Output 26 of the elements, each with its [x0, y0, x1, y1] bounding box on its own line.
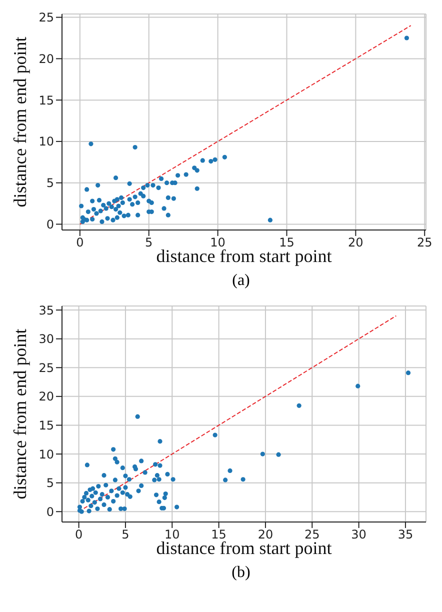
text: (a)	[231, 272, 251, 290]
y-tick-label: 25	[38, 360, 54, 375]
y-axis-title: distance from end point	[10, 36, 30, 208]
y-tick-label: 30	[38, 332, 54, 346]
y-tick-label: 10	[38, 134, 54, 149]
y-tick-label: 5	[46, 176, 54, 190]
y-tick-label: 15	[38, 93, 54, 108]
y-axis-title: distance from end point	[10, 328, 30, 500]
x-tick-label: 20	[348, 236, 364, 250]
text: (b)	[230, 564, 252, 582]
y-tick-label: 15	[38, 418, 54, 432]
y-tick-label: 20	[38, 390, 54, 404]
y-tick-label: 20	[38, 52, 54, 66]
x-tick-label: 5	[122, 528, 130, 542]
x-tick-label: 35	[398, 528, 414, 542]
y-tick-label: 25	[38, 10, 54, 25]
x-tick-label: 30	[351, 528, 366, 542]
x-tick-label: 25	[416, 236, 432, 250]
x-tick-label: 0	[74, 528, 83, 542]
y-tick-label: 35	[38, 303, 54, 318]
x-tick-label: 0	[76, 236, 84, 250]
y-tick-label: 5	[46, 476, 54, 490]
y-tick-label: 10	[38, 447, 54, 462]
x-tick-label: 5	[145, 236, 153, 250]
y-tick-label: 0	[46, 217, 54, 232]
y-tick-label: 0	[46, 504, 54, 519]
